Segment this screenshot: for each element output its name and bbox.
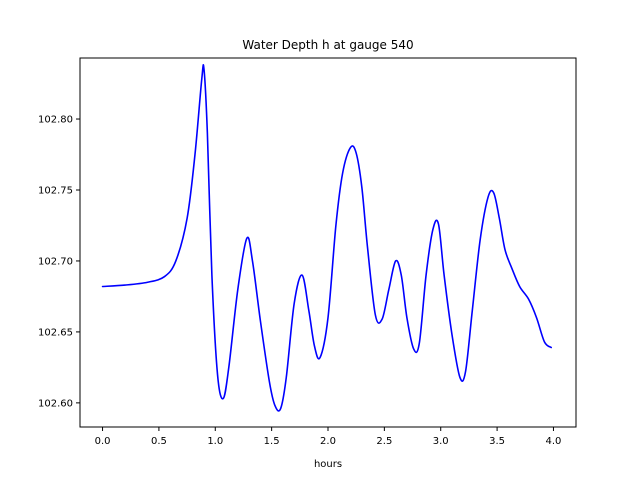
x-tick-label: 4.0: [546, 436, 562, 447]
chart-title: Water Depth h at gauge 540: [242, 38, 413, 52]
x-tick-label: 1.0: [207, 436, 223, 447]
plot-frame: [79, 57, 577, 428]
y-axis-ticks: 102.60 102.65 102.70 102.75 102.80: [38, 115, 80, 409]
x-tick-label: 3.5: [489, 436, 505, 447]
x-axis-ticks: 0.0 0.5 1.0 1.5 2.0 2.5 3.0 3.5 4.0: [95, 427, 562, 447]
y-tick-label: 102.70: [38, 256, 73, 267]
x-axis-label: hours: [314, 459, 342, 470]
y-tick-label: 102.80: [38, 115, 73, 126]
x-tick-label: 0.0: [95, 436, 111, 447]
x-tick-label: 1.5: [264, 436, 280, 447]
x-tick-label: 0.5: [151, 436, 167, 447]
x-tick-label: 3.0: [433, 436, 449, 447]
x-tick-label: 2.5: [376, 436, 392, 447]
y-tick-label: 102.75: [38, 185, 73, 196]
x-tick-label: 2.0: [320, 436, 336, 447]
plot-layer: [101, 64, 552, 412]
y-tick-label: 102.65: [38, 327, 73, 338]
series-line: [101, 64, 552, 412]
y-tick-label: 102.60: [38, 398, 73, 409]
